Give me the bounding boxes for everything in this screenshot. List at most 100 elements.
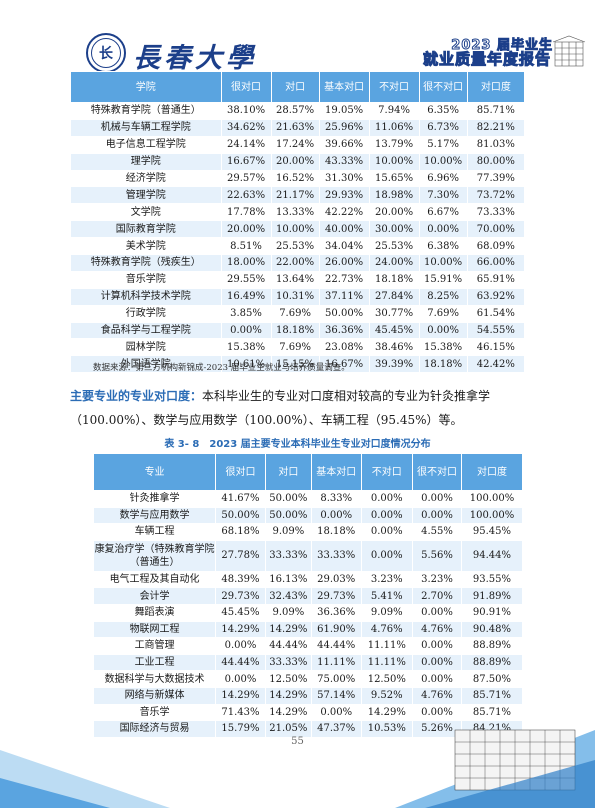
building-sketch-icon [552,35,586,67]
value-cell: 90.91% [460,603,524,622]
value-cell: 85.71% [466,102,526,120]
row-label-cell: 电子信息工程学院 [70,135,222,154]
value-cell: 21.05% [264,720,312,738]
table-row: 数学与应用数学 50.00% 50.00% 0.00% 0.00% 0.00% 100.00… [92,506,524,525]
value-cell: 47.37% [310,720,362,738]
report-title-line1: 2023 届毕业生 [451,38,553,54]
value-cell: 10.00% [418,152,468,171]
report-title-line2: 就业质量年度报告 [422,50,551,69]
value-cell: 10.00% [418,254,468,272]
table-row: 数据科学与大数据技术 0.00% 12.50% 75.00% 12.50% 0.00% 87… [92,670,524,688]
value-cell: 0.00% [418,220,468,239]
value-cell: 7.69% [270,338,320,357]
value-cell: 93.55% [460,570,524,589]
value-cell: 14.29% [264,703,312,722]
row-label-cell: 计算机科学技术学院 [70,287,222,306]
value-cell: 91.89% [460,587,524,605]
value-cell: 73.72% [466,186,526,205]
value-cell: 15.79% [215,720,266,738]
row-label-cell: 国际经济与贸易 [92,720,217,738]
value-cell: 12.50% [360,670,414,688]
value-cell: 11.11% [360,637,414,655]
row-label-cell: 工业工程 [92,653,217,672]
value-cell: 68.09% [466,237,526,256]
row-label-cell: 针灸推拿学 [92,490,217,508]
row-label-cell: 特殊教育学院（普通生） [70,102,222,120]
value-cell: 68.18% [215,523,266,541]
value-cell: 50.00% [215,506,266,525]
table-row: 会计学 29.73% 32.43% 29.73% 5.41% 2.70% 91.89% [92,587,524,605]
value-cell: 39.66% [318,135,370,154]
value-cell: 27.84% [368,287,420,306]
college-table-body: 特殊教育学院（普通生） 38.10% 28.57% 19.05% 7.94% 6.35% 8… [70,102,526,374]
value-cell: 18.98% [368,186,420,205]
value-cell: 10.31% [270,287,320,306]
table-row: 经济学院 29.57% 16.52% 31.30% 15.65% 6.96% 77.39% [70,169,526,188]
value-cell: 65.91% [466,270,526,289]
table-row: 特殊教育学院（普通生） 38.10% 28.57% 19.05% 7.94% 6.35% 8… [70,102,526,120]
value-cell: 0.00% [412,670,462,688]
value-cell: 27.78% [215,539,266,572]
table-header-row: 学院 很对口 对口 基本对口 不对口 很不对口 对口度 [70,71,526,103]
value-cell: 44.44% [310,637,362,655]
value-cell: 70.00% [466,220,526,239]
row-label-cell: 车辆工程 [92,523,217,541]
value-cell: 30.00% [368,220,420,239]
value-cell: 29.57% [220,169,272,188]
value-cell: 0.00% [215,637,266,655]
table-caption: 表 3- 8 2023 届主要专业本科毕业生专业对口度情况分布 [164,439,431,450]
table-row: 国际教育学院 20.00% 10.00% 40.00% 30.00% 0.00% 70.00… [70,220,526,239]
value-cell: 8.33% [310,490,362,508]
value-cell: 57.14% [310,686,362,705]
value-cell: 7.69% [418,304,468,323]
header-very-no-match: 很不对口 [418,71,468,103]
value-cell: 11.06% [368,118,420,137]
value-cell: 11.11% [310,653,362,672]
header-very-match: 很对口 [215,453,266,491]
value-cell: 16.67% [220,152,272,171]
value-cell: 9.09% [264,603,312,622]
value-cell: 48.39% [215,570,266,589]
value-cell: 50.00% [264,490,312,508]
table-row: 音乐学 71.43% 14.29% 0.00% 14.29% 0.00% 85.71% [92,703,524,722]
value-cell: 15.38% [418,338,468,357]
row-label-cell: 管理学院 [70,186,222,205]
row-label-cell: 工商管理 [92,637,217,655]
value-cell: 11.11% [360,653,414,672]
campus-building-sketch [395,729,595,808]
row-label-cell: 舞蹈表演 [92,603,217,622]
table-row: 物联网工程 14.29% 14.29% 61.90% 4.76% 4.76% 90.48% [92,620,524,639]
value-cell: 82.21% [466,118,526,137]
value-cell: 0.00% [360,523,414,541]
value-cell: 61.90% [310,620,362,639]
value-cell: 90.48% [460,620,524,639]
value-cell: 13.33% [270,203,320,222]
value-cell: 50.00% [318,304,370,323]
value-cell: 0.00% [412,637,462,655]
value-cell: 0.00% [418,321,468,340]
value-cell: 4.76% [360,620,414,639]
table-row: 工商管理 0.00% 44.44% 44.44% 11.11% 0.00% 88.89% [92,637,524,655]
row-label-cell: 美术学院 [70,237,222,256]
table-row: 舞蹈表演 45.45% 9.09% 36.36% 9.09% 0.00% 90.91% [92,603,524,622]
value-cell: 13.64% [270,270,320,289]
value-cell: 39.39% [368,355,420,374]
row-label-cell: 园林学院 [70,338,222,357]
value-cell: 3.23% [360,570,414,589]
row-label-cell: 电气工程及其自动化 [92,570,217,589]
value-cell: 5.41% [360,587,414,605]
value-cell: 94.44% [460,539,524,572]
value-cell: 24.00% [368,254,420,272]
table-row: 电气工程及其自动化 48.39% 16.13% 29.03% 3.23% 3.23% 93.… [92,570,524,589]
paragraph-text: 本科毕业生的专业对口度相对较高的专业为针灸推拿学（100.00%）、数学与应用数… [70,389,491,427]
value-cell: 88.89% [460,637,524,655]
value-cell: 14.29% [215,686,266,705]
table-row: 美术学院 8.51% 25.53% 34.04% 25.53% 6.38% 68.09% [70,237,526,256]
value-cell: 6.67% [418,203,468,222]
value-cell: 42.42% [466,355,526,374]
value-cell: 22.63% [220,186,272,205]
value-cell: 81.03% [466,135,526,154]
value-cell: 44.44% [215,653,266,672]
table-row: 针灸推拿学 41.67% 50.00% 8.33% 0.00% 0.00% 100.00% [92,490,524,508]
value-cell: 95.45% [460,523,524,541]
